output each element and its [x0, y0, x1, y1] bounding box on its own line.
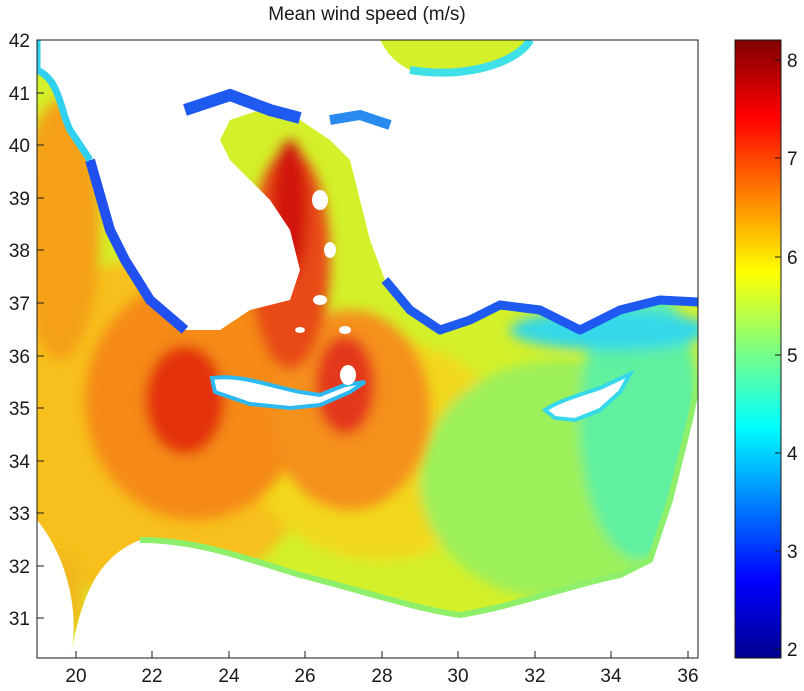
hotspot-ionian: [37, 100, 100, 360]
colorbar-tick-label: 5: [787, 346, 798, 367]
y-tick-label: 40: [9, 136, 30, 157]
x-tick-label: 30: [447, 666, 468, 687]
land-africa-west: [37, 520, 74, 658]
aegean-islands: [234, 190, 351, 334]
colorbar-tick-label: 3: [787, 542, 798, 563]
colorbar-tick-label: 4: [787, 444, 798, 465]
x-tick-label: 34: [600, 666, 622, 687]
field-levant: [580, 280, 698, 560]
x-tick-label: 32: [524, 666, 545, 687]
y-tick-label: 36: [9, 347, 30, 368]
island-crete: [209, 375, 367, 411]
coast-albania: [37, 40, 93, 162]
hotspot-crete-west-core: [145, 345, 225, 455]
x-tick-label: 24: [218, 666, 240, 687]
x-axis: 20 22 24 26 28 30 32 34 36: [65, 651, 699, 687]
y-tick-label: 35: [9, 399, 30, 420]
colorbar-tick-label: 6: [787, 248, 798, 269]
y-tick-label: 39: [9, 189, 30, 210]
plot-frame: [36, 39, 699, 659]
x-tick-label: 20: [65, 666, 86, 687]
colorbar: 2 3 4 5 6 7 8: [734, 39, 798, 661]
y-axis: 31 32 33 34 35 36 37 38 39 40 41 42: [9, 31, 44, 630]
island-rhodes: [340, 365, 356, 385]
x-tick-label: 28: [371, 666, 392, 687]
y-tick-label: 33: [9, 504, 30, 525]
coast-africa: [139, 379, 698, 619]
y-tick-label: 38: [9, 241, 30, 262]
y-tick-label: 32: [9, 557, 30, 578]
coast-thrace: [329, 109, 392, 130]
land-north: [37, 40, 698, 330]
x-tick-label: 36: [677, 666, 698, 687]
land-africa-levant: [70, 380, 698, 658]
y-tick-label: 37: [9, 294, 30, 315]
coast-macedonia: [183, 88, 302, 124]
y-tick-label: 34: [9, 452, 31, 473]
map-title: Mean wind speed (m/s): [268, 4, 465, 25]
y-tick-label: 31: [9, 609, 30, 630]
colorbar-tick-label: 2: [787, 640, 798, 661]
y-tick-label: 42: [9, 31, 30, 52]
colorbar-gradient: [734, 39, 782, 659]
plot-area: [37, 40, 698, 658]
coast-black-sea: [409, 40, 534, 77]
x-tick-label: 26: [294, 666, 315, 687]
colorbar-tick-label: 8: [787, 51, 798, 72]
island-cyprus: [541, 369, 635, 423]
y-tick-label: 41: [9, 84, 30, 105]
x-tick-label: 22: [141, 666, 162, 687]
coast-greece: [85, 158, 189, 334]
colorbar-tick-label: 7: [787, 149, 798, 170]
coast-anatolia: [381, 277, 698, 335]
